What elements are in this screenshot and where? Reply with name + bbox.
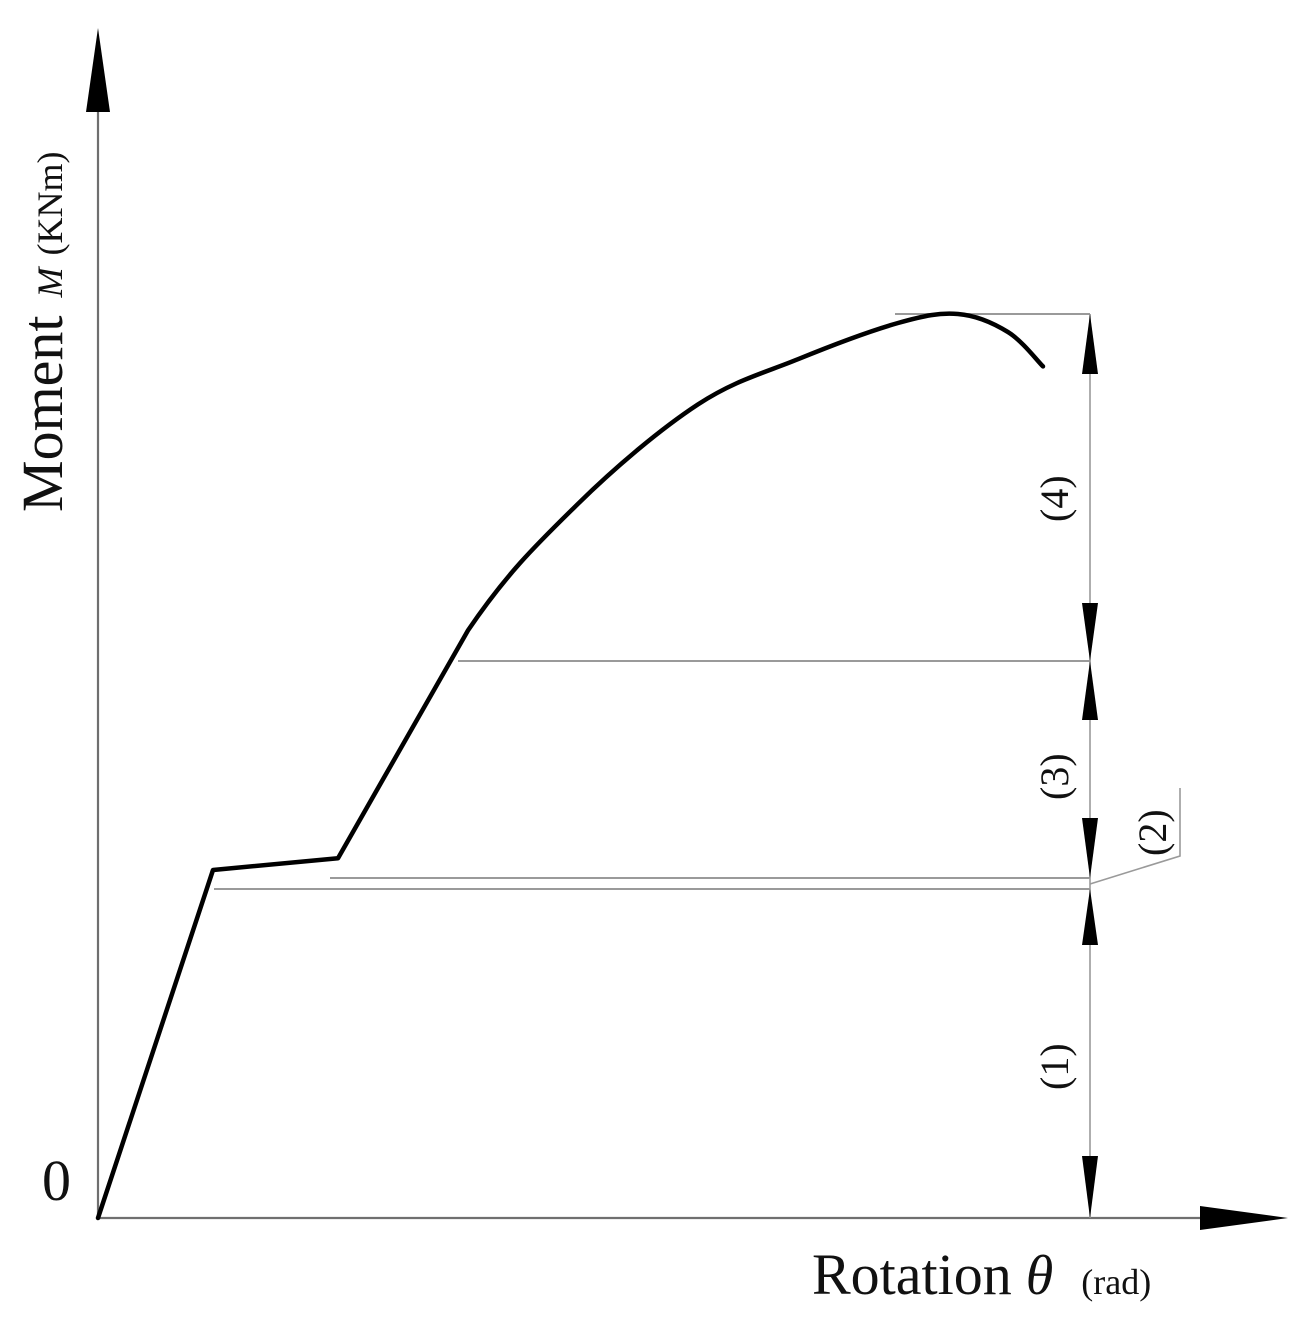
svg-text:(4): (4): [1032, 475, 1077, 522]
y-axis-symbol: M: [30, 265, 70, 298]
y-axis-arrowhead: [86, 28, 110, 112]
x-axis-title: Rotation θ (rad): [812, 1242, 1151, 1307]
y-axis-title: Moment M (KNm): [10, 151, 75, 512]
stage-label-4: (4): [1032, 475, 1077, 522]
y-axis-unit: (KNm): [30, 151, 70, 255]
dim-arrow-1-bottom: [1082, 1156, 1098, 1218]
stage-label-1: (1): [1032, 1043, 1077, 1090]
svg-text:(1): (1): [1032, 1043, 1077, 1090]
stage-label-2: (2): [1130, 809, 1175, 856]
y-axis-label: Moment: [10, 315, 75, 512]
svg-text:Moment M (KNm): Moment M (KNm): [10, 151, 75, 512]
dim-arrow-4-top: [1082, 314, 1098, 374]
stage-label-3: (3): [1032, 753, 1077, 800]
moment-rotation-curve: [95, 311, 1046, 1221]
dim-arrow-3-top: [1082, 661, 1098, 720]
x-axis-symbol: θ: [1026, 1245, 1054, 1307]
dim-arrow-3-bottom: [1082, 818, 1098, 878]
dim-arrow-1-top: [1082, 889, 1098, 945]
stage-2-leader: [1089, 788, 1181, 885]
origin-label: 0: [42, 1148, 71, 1213]
svg-text:(2): (2): [1130, 809, 1175, 856]
x-axis-arrowhead: [1200, 1206, 1288, 1230]
x-axis-unit: (rad): [1081, 1262, 1151, 1302]
x-axis-label: Rotation: [812, 1242, 1012, 1307]
svg-text:(3): (3): [1032, 753, 1077, 800]
dim-arrow-4-bottom: [1082, 603, 1098, 661]
